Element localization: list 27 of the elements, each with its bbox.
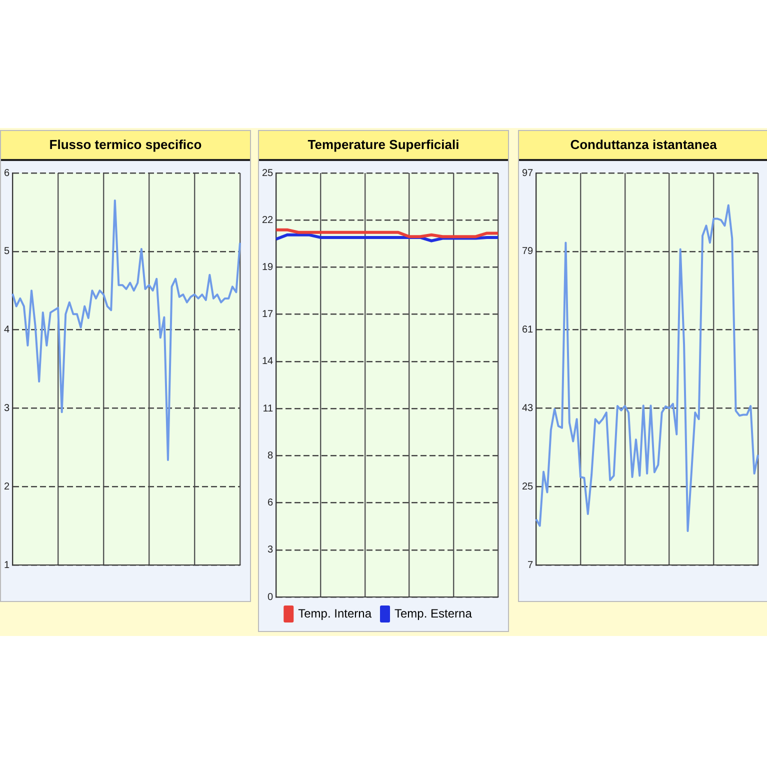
legend-label: Temp. Interna [298, 606, 372, 620]
y-tick-label: 3 [268, 544, 274, 556]
y-tick-label: 97 [522, 168, 534, 179]
y-tick-label: 61 [522, 324, 534, 336]
chart-title: Flusso termico specifico [1, 131, 250, 161]
y-tick-label: 1 [4, 560, 10, 571]
y-tick-label: 79 [522, 246, 534, 258]
y-tick-label: 6 [4, 168, 10, 179]
y-tick-label: 17 [262, 309, 274, 320]
y-tick-label: 25 [522, 481, 534, 492]
y-tick-label: 8 [268, 450, 274, 462]
y-tick-label: 6 [268, 498, 274, 509]
y-tick-label: 14 [262, 356, 274, 368]
y-tick-label: 22 [262, 214, 274, 226]
chart-title: Conduttanza istantanea [519, 131, 767, 161]
y-tick-label: 11 [262, 403, 274, 414]
y-tick-label: 25 [262, 168, 274, 179]
y-tick-label: 5 [4, 246, 10, 258]
y-tick-label: 2 [4, 481, 10, 492]
y-tick-label: 3 [4, 402, 10, 414]
legend-label: Temp. Esterna [394, 606, 472, 620]
y-tick-label: 0 [268, 592, 274, 603]
chart-title: Temperature Superficiali [259, 131, 508, 161]
y-tick-label: 7 [528, 560, 534, 571]
y-tick-label: 4 [4, 324, 10, 336]
y-tick-label: 19 [262, 262, 274, 273]
y-tick-label: 43 [522, 402, 534, 414]
